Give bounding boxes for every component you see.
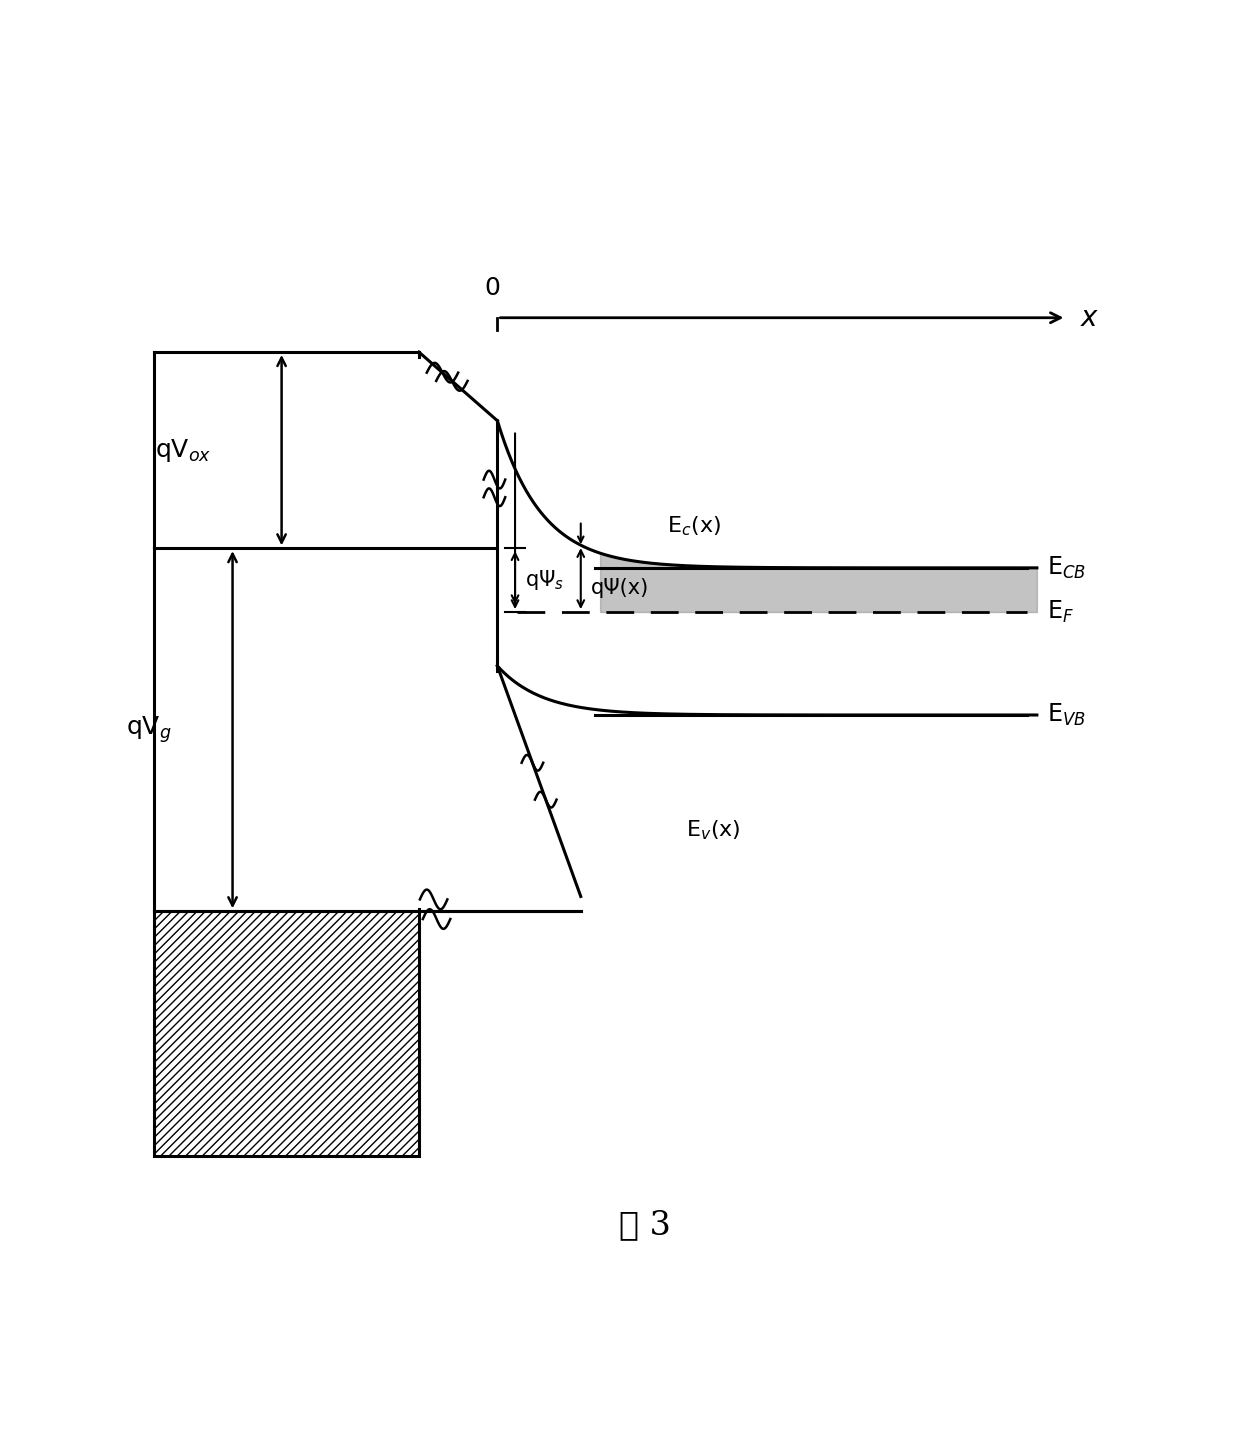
Text: qV$_g$: qV$_g$ — [126, 715, 172, 745]
Text: qV$_{ox}$: qV$_{ox}$ — [155, 436, 212, 463]
Text: E$_{F}$: E$_{F}$ — [1047, 599, 1074, 625]
Text: E$_{VB}$: E$_{VB}$ — [1047, 702, 1085, 728]
Text: x: x — [1081, 303, 1097, 332]
Text: E$_v$(x): E$_v$(x) — [686, 818, 740, 842]
Text: qΨ$_s$: qΨ$_s$ — [525, 568, 564, 592]
Text: qΨ(x): qΨ(x) — [590, 578, 649, 598]
Text: E$_{CB}$: E$_{CB}$ — [1047, 555, 1086, 581]
Text: E$_c$(x): E$_c$(x) — [667, 513, 720, 538]
Text: 图 3: 图 3 — [619, 1208, 671, 1241]
Text: 0: 0 — [485, 276, 501, 300]
Bar — [154, 911, 419, 1157]
